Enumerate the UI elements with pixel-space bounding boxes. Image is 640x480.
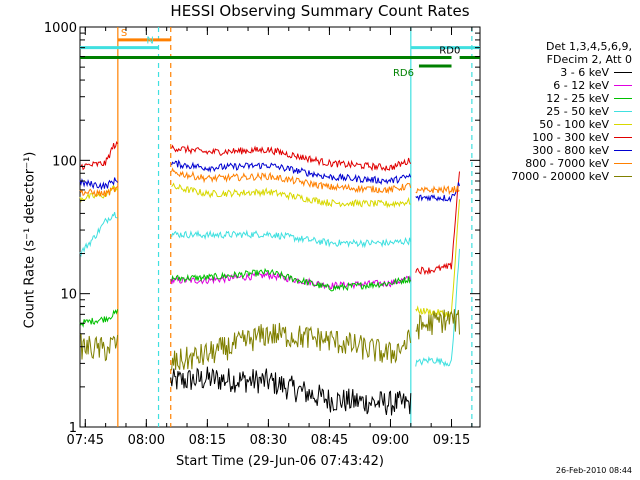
legend-entry-label: 7000 - 20000 keV <box>511 170 609 183</box>
series-line-5 <box>79 140 460 276</box>
chart-title: HESSI Observing Summary Count Rates <box>170 2 470 20</box>
legend-entry: 12 - 25 keV <box>486 92 632 105</box>
legend-entry-label: 25 - 50 keV <box>546 105 609 118</box>
x-tick-label-3: 08:30 <box>250 433 287 448</box>
y-tick-label-1: 10 <box>60 288 77 303</box>
x-tick-label-1: 08:00 <box>128 433 165 448</box>
x-tick-label-5: 09:00 <box>372 433 409 448</box>
legend-entry: 6 - 12 keV <box>486 79 632 92</box>
y-tick-label-3: 1000 <box>44 21 77 36</box>
legend-header-line: Det 1,3,4,5,6,9, <box>545 40 632 53</box>
legend-swatch <box>614 176 632 177</box>
legend-swatch <box>614 111 632 112</box>
annotation-label-0: S <box>121 28 127 39</box>
vertical-markers <box>117 27 473 427</box>
legend-entry-label: 300 - 800 keV <box>532 144 609 157</box>
legend-entry: 300 - 800 keV <box>486 144 632 157</box>
y-tick-label-0: 1 <box>69 421 77 436</box>
plot-frame <box>79 26 481 428</box>
series-line-3 <box>79 211 460 368</box>
series-line-0 <box>170 366 412 416</box>
series-line-4 <box>79 182 460 318</box>
x-tick-label-2: 08:15 <box>189 433 226 448</box>
y-axis-label: Count Rate (s⁻¹ detector⁻¹) <box>22 151 38 329</box>
legend-swatch <box>614 137 632 138</box>
annotation-label-1: N <box>146 36 153 47</box>
legend-entry: 800 - 7000 keV <box>486 157 632 170</box>
annotation-bars: S N RD0 RD6 <box>80 28 480 79</box>
x-tick-label-0: 07:45 <box>67 433 104 448</box>
legend-entry: 3 - 6 keV <box>486 66 632 79</box>
legend-entry-label: 12 - 25 keV <box>546 92 609 105</box>
x-tick-label-6: 09:15 <box>433 433 470 448</box>
legend-swatch <box>614 124 632 125</box>
series-lines <box>79 140 460 416</box>
y-axis-ticks: 1 10 100 1000 <box>44 21 480 436</box>
legend-entry: 100 - 300 keV <box>486 131 632 144</box>
legend-entry-label: 3 - 6 keV <box>560 66 609 79</box>
series-line-2 <box>79 267 412 328</box>
plot-border <box>79 26 481 428</box>
legend: Det 1,3,4,5,6,9, FDecim 2, Att 0 3 - 6 k… <box>486 40 632 183</box>
legend-entry-label: 50 - 100 keV <box>539 118 609 131</box>
legend-entry: 7000 - 20000 keV <box>486 170 632 183</box>
legend-swatch <box>614 163 632 164</box>
legend-entry-label: 100 - 300 keV <box>532 131 609 144</box>
series-line-6 <box>79 159 460 203</box>
series-line-7 <box>79 167 460 197</box>
legend-swatch <box>614 85 632 86</box>
legend-entry-label: 800 - 7000 keV <box>525 157 609 170</box>
x-axis-ticks: 07:45 08:00 08:15 08:30 08:45 09:00 09:15 <box>67 27 473 448</box>
legend-entry: 25 - 50 keV <box>486 105 632 118</box>
x-tick-label-4: 08:45 <box>311 433 348 448</box>
legend-swatch <box>614 98 632 99</box>
series-line-1 <box>170 270 412 290</box>
generated-timestamp: 26-Feb-2010 08:44 <box>555 466 632 475</box>
legend-entry: 50 - 100 keV <box>486 118 632 131</box>
series-line-8 <box>79 309 460 371</box>
legend-swatch <box>614 150 632 151</box>
x-axis-label: Start Time (29-Jun-06 07:43:42) <box>176 454 384 469</box>
annotation-label-5: RD6 <box>393 68 414 79</box>
legend-entry-label: 6 - 12 keV <box>553 79 609 92</box>
legend-header-line: FDecim 2, Att 0 <box>546 53 632 66</box>
y-tick-label-2: 100 <box>52 154 77 169</box>
annotation-label-4: RD0 <box>439 46 460 57</box>
legend-swatch <box>614 72 632 73</box>
